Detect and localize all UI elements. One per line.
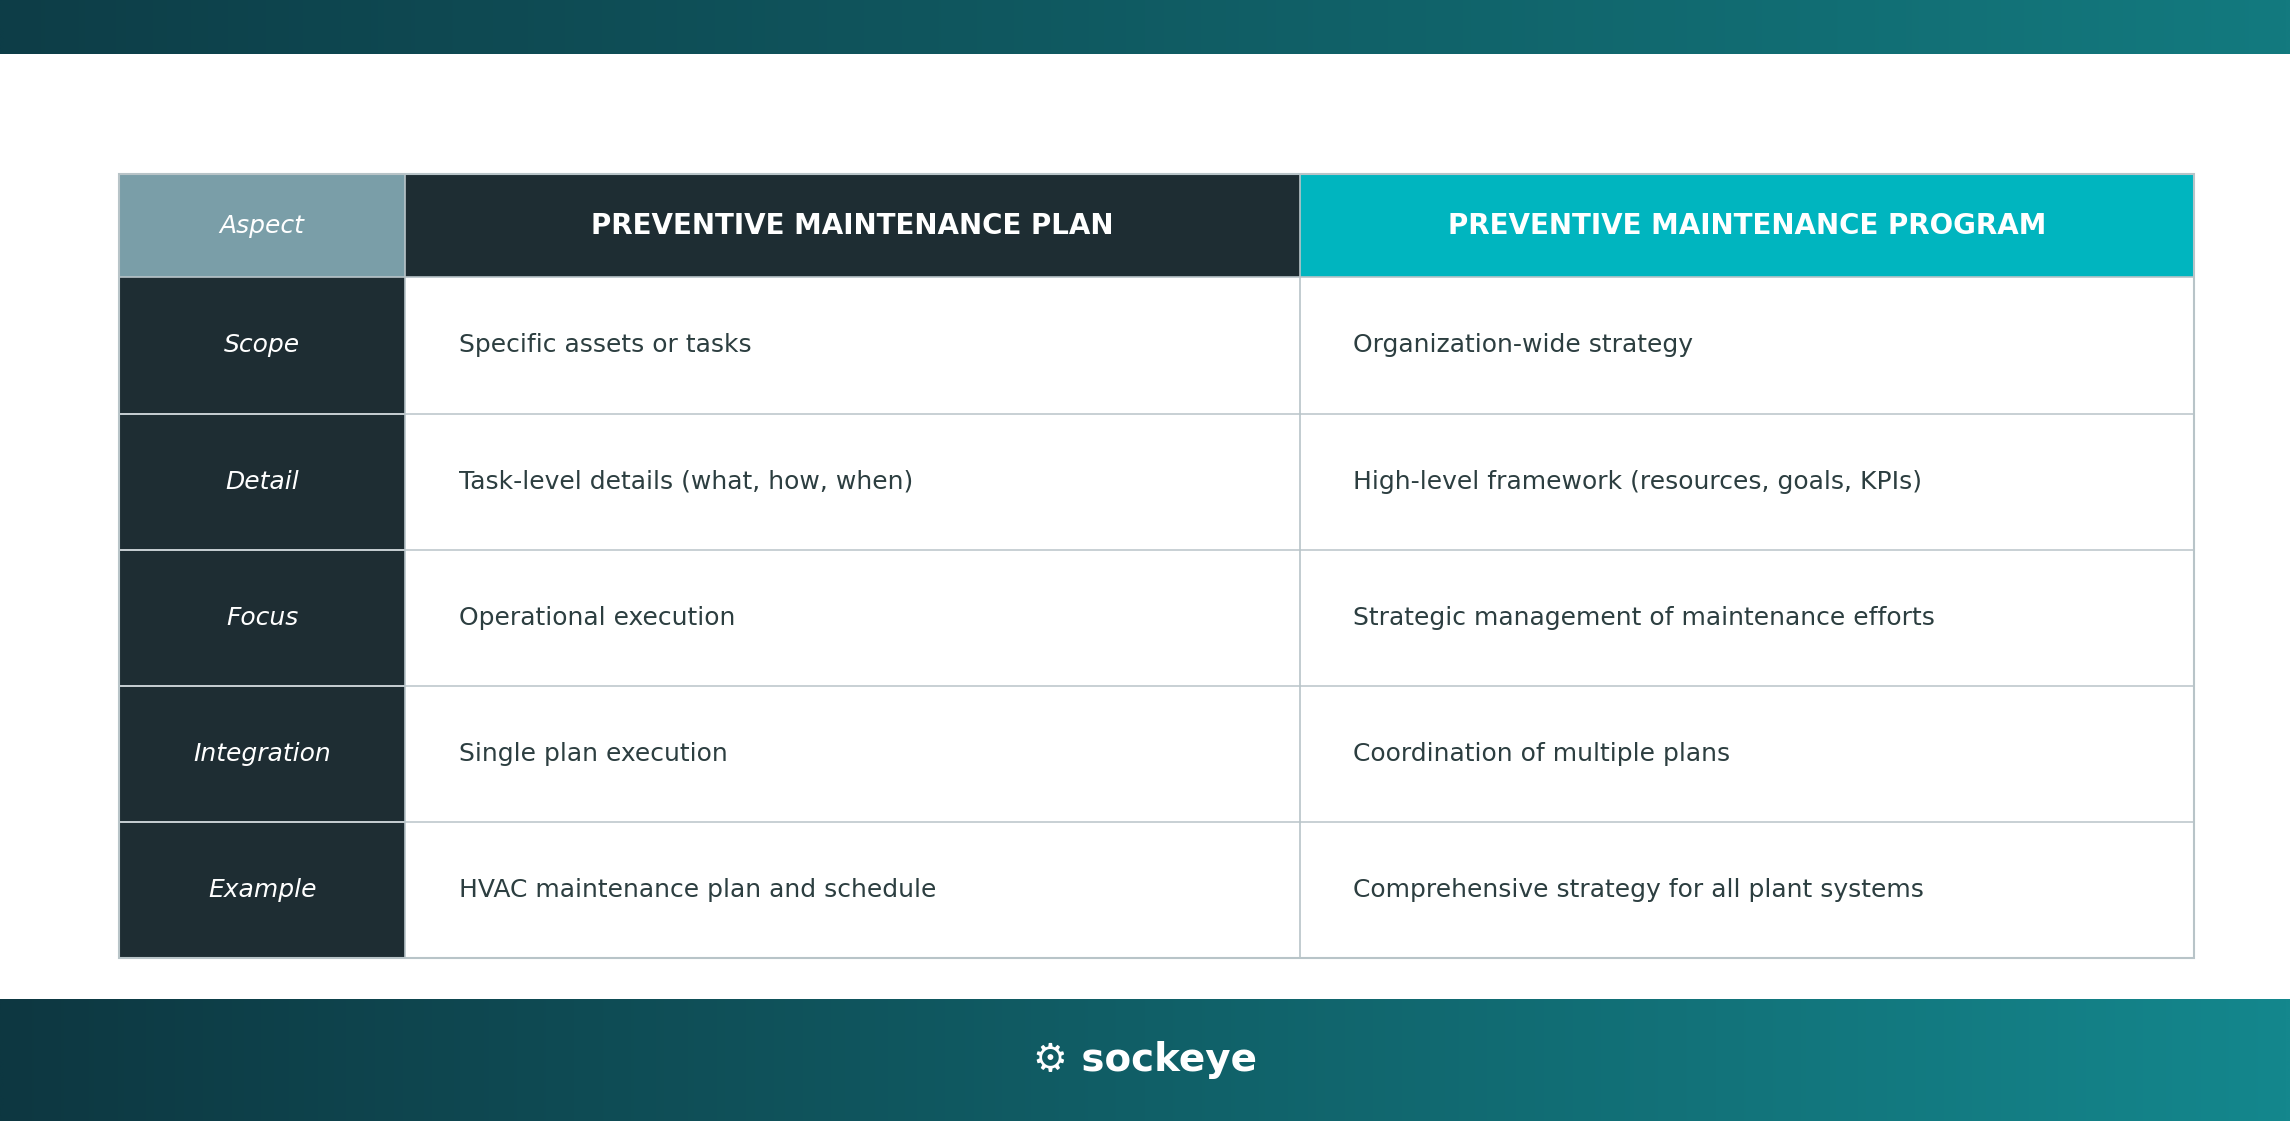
Text: Aspect: Aspect: [220, 213, 305, 238]
Text: Strategic management of maintenance efforts: Strategic management of maintenance effo…: [1353, 605, 1935, 630]
Bar: [119, 174, 2194, 958]
Text: Operational execution: Operational execution: [458, 605, 735, 630]
Bar: [1301, 822, 2194, 958]
Bar: [1301, 686, 2194, 822]
Text: Specific assets or tasks: Specific assets or tasks: [458, 333, 751, 358]
Bar: [119, 549, 405, 686]
Text: Single plan execution: Single plan execution: [458, 742, 728, 766]
Text: PREVENTIVE MAINTENANCE PROGRAM: PREVENTIVE MAINTENANCE PROGRAM: [1447, 212, 2045, 240]
Text: PREVENTIVE MAINTENANCE PLAN: PREVENTIVE MAINTENANCE PLAN: [591, 212, 1113, 240]
Bar: [405, 174, 1301, 277]
Text: Detail: Detail: [224, 470, 300, 493]
Bar: [1301, 549, 2194, 686]
Bar: [405, 686, 1301, 822]
Text: High-level framework (resources, goals, KPIs): High-level framework (resources, goals, …: [1353, 470, 1921, 493]
Bar: [405, 549, 1301, 686]
Text: HVAC maintenance plan and schedule: HVAC maintenance plan and schedule: [458, 879, 937, 902]
Text: Integration: Integration: [192, 742, 332, 766]
Text: Organization-wide strategy: Organization-wide strategy: [1353, 333, 1692, 358]
Bar: [119, 686, 405, 822]
Text: Comprehensive strategy for all plant systems: Comprehensive strategy for all plant sys…: [1353, 879, 1924, 902]
Bar: [405, 414, 1301, 549]
Bar: [119, 277, 405, 414]
Text: Scope: Scope: [224, 333, 300, 358]
Bar: [1301, 174, 2194, 277]
Bar: [119, 414, 405, 549]
Text: Coordination of multiple plans: Coordination of multiple plans: [1353, 742, 1731, 766]
Text: Task-level details (what, how, when): Task-level details (what, how, when): [458, 470, 914, 493]
Bar: [405, 277, 1301, 414]
Text: Focus: Focus: [227, 605, 298, 630]
Bar: [1301, 277, 2194, 414]
Text: ⚙ sockeye: ⚙ sockeye: [1033, 1041, 1257, 1080]
Text: Example: Example: [208, 879, 316, 902]
Bar: [119, 174, 405, 277]
Bar: [1301, 414, 2194, 549]
Bar: [405, 822, 1301, 958]
Bar: [119, 822, 405, 958]
